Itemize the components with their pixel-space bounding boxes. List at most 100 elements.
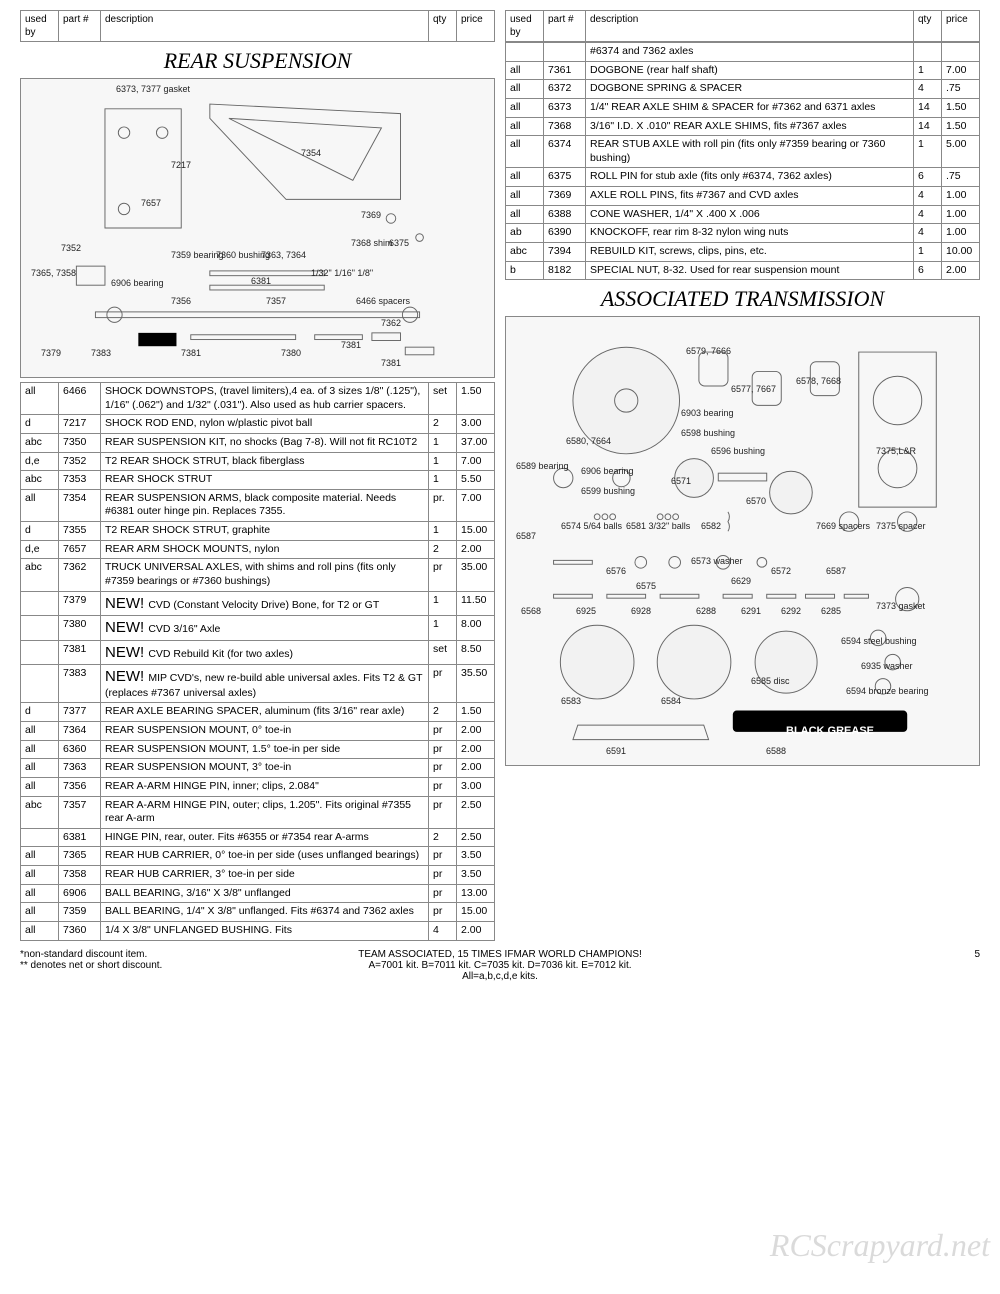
cell-qty: 2 xyxy=(429,415,457,434)
cell-part: 6906 xyxy=(59,884,101,903)
cell-used: all xyxy=(21,922,59,941)
table-row: #6374 and 7362 axles xyxy=(506,43,980,62)
cell-qty: 4 xyxy=(914,80,942,99)
th-part: part # xyxy=(59,11,101,42)
cell-price: 2.00 xyxy=(457,759,495,778)
table-row: all6372DOGBONE SPRING & SPACER4.75 xyxy=(506,80,980,99)
diagram-label: 7356 xyxy=(171,297,191,307)
cell-qty: 1 xyxy=(914,136,942,168)
cell-part: 7377 xyxy=(59,703,101,722)
cell-qty: 1 xyxy=(429,591,457,616)
cell-price: 1.00 xyxy=(942,224,980,243)
cell-qty: 6 xyxy=(914,168,942,187)
diagram-label: 6285 xyxy=(821,607,841,617)
table-row: ab6390KNOCKOFF, rear rim 8-32 nylon wing… xyxy=(506,224,980,243)
footer-center: TEAM ASSOCIATED, 15 TIMES IFMAR WORLD CH… xyxy=(340,949,660,982)
cell-used: d xyxy=(21,703,59,722)
diagram-label: 6568 xyxy=(521,607,541,617)
cell-price: 1.50 xyxy=(457,703,495,722)
diagram-label: 6594 steel bushing xyxy=(841,637,917,647)
cell-part: 7356 xyxy=(59,777,101,796)
table-row: abc7362TRUCK UNIVERSAL AXLES, with shims… xyxy=(21,559,495,591)
cell-qty: 4 xyxy=(914,187,942,206)
cell-qty: 2 xyxy=(429,703,457,722)
cell-desc: ROLL PIN for stub axle (fits only #6374,… xyxy=(586,168,914,187)
assoc-trans-title: ASSOCIATED TRANSMISSION xyxy=(505,286,980,312)
table-row: all7359BALL BEARING, 1/4" X 3/8" unflang… xyxy=(21,903,495,922)
cell-desc: REAR AXLE BEARING SPACER, aluminum (fits… xyxy=(101,703,429,722)
cell-price: 35.50 xyxy=(457,665,495,703)
cell-used: b xyxy=(506,261,544,280)
diagram-label: 6581 3/32" balls xyxy=(626,522,690,532)
diagram-label: 6596 bushing xyxy=(711,447,765,457)
diagram-label: 7369 xyxy=(361,211,381,221)
cell-price: 5.50 xyxy=(457,471,495,490)
cell-qty: 1 xyxy=(429,433,457,452)
table-row: d7217SHOCK ROD END, nylon w/plastic pivo… xyxy=(21,415,495,434)
diagram-label: 6466 spacers xyxy=(356,297,410,307)
cell-qty: 1 xyxy=(429,452,457,471)
table-row: all63731/4" REAR AXLE SHIM & SPACER for … xyxy=(506,98,980,117)
cell-qty: 14 xyxy=(914,98,942,117)
diagram-label: 6584 xyxy=(661,697,681,707)
diagram-label: 7375,L&R xyxy=(876,447,916,457)
diagram-label: 6576 xyxy=(606,567,626,577)
diagram-label: 6588 xyxy=(766,747,786,757)
diagram-label: 6288 xyxy=(696,607,716,617)
cell-price: 35.00 xyxy=(457,559,495,591)
cell-desc: T2 REAR SHOCK STRUT, black fiberglass xyxy=(101,452,429,471)
cell-part: 7357 xyxy=(59,796,101,828)
table-row: 7383NEW! MIP CVD's, new re-build able un… xyxy=(21,665,495,703)
cell-desc: SHOCK DOWNSTOPS, (travel limiters),4 ea.… xyxy=(101,383,429,415)
cell-qty: pr xyxy=(429,884,457,903)
cell-price: 2.00 xyxy=(942,261,980,280)
cell-qty: pr xyxy=(429,665,457,703)
cell-price: 3.00 xyxy=(457,777,495,796)
th-used: used by xyxy=(21,11,59,42)
new-label: NEW! xyxy=(105,644,148,661)
cell-used: all xyxy=(21,866,59,885)
diagram-label: 6935 washer xyxy=(861,662,913,672)
cell-used: d xyxy=(21,522,59,541)
cell-desc: DOGBONE (rear half shaft) xyxy=(586,61,914,80)
cell-part: 7352 xyxy=(59,452,101,471)
cell-part: 7350 xyxy=(59,433,101,452)
diagram-label: 6587 xyxy=(826,567,846,577)
cell-part: 7380 xyxy=(59,616,101,641)
cell-part: 6388 xyxy=(544,205,586,224)
diagram-label: 6575 xyxy=(636,582,656,592)
table-row: all73683/16" I.D. X .010" REAR AXLE SHIM… xyxy=(506,117,980,136)
diagram-label: 6906 bearing xyxy=(581,467,634,477)
cell-qty: 4 xyxy=(429,922,457,941)
cell-used: d xyxy=(21,415,59,434)
cell-desc: CONE WASHER, 1/4" X .400 X .006 xyxy=(586,205,914,224)
diagram-label: 6925 xyxy=(576,607,596,617)
th-used: used by xyxy=(506,11,544,42)
cell-used: all xyxy=(506,187,544,206)
cell-used: abc xyxy=(506,243,544,262)
cell-desc: SPECIAL NUT, 8-32. Used for rear suspens… xyxy=(586,261,914,280)
footer-left: *non-standard discount item. ** denotes … xyxy=(20,949,340,982)
table-row: all7363REAR SUSPENSION MOUNT, 3° toe-inp… xyxy=(21,759,495,778)
cell-price: 2.00 xyxy=(457,740,495,759)
diagram-label: 6928 xyxy=(631,607,651,617)
cell-desc: REAR SUSPENSION KIT, no shocks (Bag 7-8)… xyxy=(101,433,429,452)
cell-qty: 2 xyxy=(429,540,457,559)
cell-part: 6466 xyxy=(59,383,101,415)
cell-price: 3.00 xyxy=(457,415,495,434)
rear-suspension-title: REAR SUSPENSION xyxy=(20,48,495,74)
diagram-label: 6629 xyxy=(731,577,751,587)
transmission-diagram: 6579, 76666577, 76676578, 76686580, 7664… xyxy=(505,316,980,766)
cell-desc: REAR SUSPENSION ARMS, black composite ma… xyxy=(101,489,429,521)
cell-price: .75 xyxy=(942,80,980,99)
cell-part: 7365 xyxy=(59,847,101,866)
cell-desc: REAR A-ARM HINGE PIN, inner; clips, 2.08… xyxy=(101,777,429,796)
table-row: d7377REAR AXLE BEARING SPACER, aluminum … xyxy=(21,703,495,722)
cell-desc: REAR SUSPENSION MOUNT, 0° toe-in xyxy=(101,721,429,740)
cell-price: 11.50 xyxy=(457,591,495,616)
table-row: 7380NEW! CVD 3/16" Axle18.00 xyxy=(21,616,495,641)
cell-qty: pr xyxy=(429,740,457,759)
cell-used: ab xyxy=(506,224,544,243)
cell-desc: HINGE PIN, rear, outer. Fits #6355 or #7… xyxy=(101,828,429,847)
cell-price: 10.00 xyxy=(942,243,980,262)
